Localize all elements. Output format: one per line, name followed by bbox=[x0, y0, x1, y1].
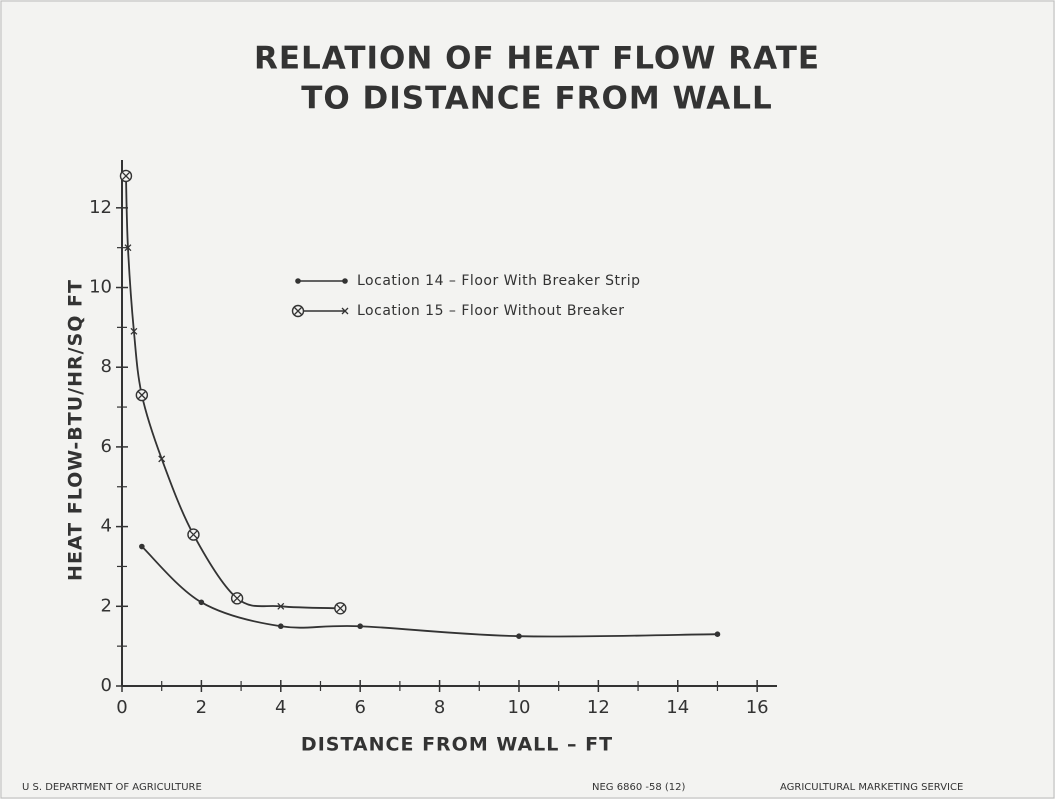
y-axis-label: HEAT FLOW-BTU/HR/SQ FT bbox=[65, 279, 87, 581]
x-tick-label: 0 bbox=[116, 697, 127, 718]
marker bbox=[277, 602, 285, 610]
marker bbox=[341, 307, 349, 315]
x-tick-label: 14 bbox=[666, 697, 689, 718]
marker-part bbox=[516, 633, 522, 639]
marker bbox=[119, 169, 133, 183]
marker bbox=[230, 592, 244, 605]
marker-part bbox=[714, 631, 721, 637]
y-tick-label: 8 bbox=[101, 356, 112, 377]
marker bbox=[187, 528, 200, 541]
marker bbox=[277, 623, 284, 630]
marker-part bbox=[130, 327, 138, 335]
marker-part bbox=[336, 604, 345, 613]
marker bbox=[158, 455, 166, 463]
marker-part bbox=[198, 599, 205, 606]
marker bbox=[516, 633, 522, 639]
y-tick-label: 4 bbox=[101, 516, 112, 537]
x-tick-label: 10 bbox=[508, 697, 531, 718]
marker-part bbox=[233, 594, 242, 603]
legend-label: Location 15 – Floor Without Breaker bbox=[357, 303, 625, 319]
footer: U S. DEPARTMENT OF AGRICULTURE bbox=[22, 782, 202, 793]
marker-part bbox=[122, 171, 130, 180]
x-tick-label: 2 bbox=[196, 697, 207, 718]
x-tick-label: 16 bbox=[746, 697, 769, 718]
marker bbox=[295, 278, 301, 284]
marker-part bbox=[158, 455, 166, 463]
marker-part bbox=[137, 391, 146, 400]
x-tick-label: 6 bbox=[354, 697, 365, 718]
marker-part bbox=[342, 278, 348, 284]
marker bbox=[357, 623, 363, 630]
marker-part bbox=[139, 543, 145, 550]
y-tick-label: 10 bbox=[89, 277, 112, 298]
marker bbox=[334, 602, 347, 615]
marker bbox=[714, 631, 721, 637]
marker-part bbox=[295, 278, 301, 284]
marker bbox=[130, 327, 138, 335]
marker-part bbox=[189, 530, 198, 539]
marker bbox=[291, 304, 305, 318]
marker bbox=[135, 388, 149, 402]
x-tick-label: 4 bbox=[275, 697, 286, 718]
x-tick-label: 8 bbox=[434, 697, 445, 718]
marker bbox=[124, 244, 132, 252]
marker-part bbox=[294, 307, 302, 315]
footer: AGRICULTURAL MARKETING SERVICE bbox=[780, 782, 963, 793]
chart-title: RELATION OF HEAT FLOW RATE bbox=[254, 41, 820, 77]
marker bbox=[342, 278, 348, 284]
marker-part bbox=[341, 307, 349, 315]
footer: NEG 6860 -58 (12) bbox=[592, 782, 685, 793]
x-tick-label: 12 bbox=[587, 697, 610, 718]
legend-label: Location 14 – Floor With Breaker Strip bbox=[357, 273, 640, 289]
marker bbox=[198, 599, 205, 606]
chart-title: TO DISTANCE FROM WALL bbox=[301, 81, 773, 117]
marker-part bbox=[277, 602, 285, 610]
y-tick-label: 12 bbox=[89, 197, 112, 218]
x-axis-label: DISTANCE FROM WALL – FT bbox=[301, 734, 613, 756]
y-tick-label: 0 bbox=[101, 675, 112, 696]
marker bbox=[139, 543, 145, 550]
y-tick-label: 2 bbox=[101, 595, 112, 616]
marker-part bbox=[124, 244, 132, 252]
marker-part bbox=[357, 623, 363, 630]
marker-part bbox=[277, 623, 284, 630]
y-tick-label: 6 bbox=[101, 436, 112, 457]
